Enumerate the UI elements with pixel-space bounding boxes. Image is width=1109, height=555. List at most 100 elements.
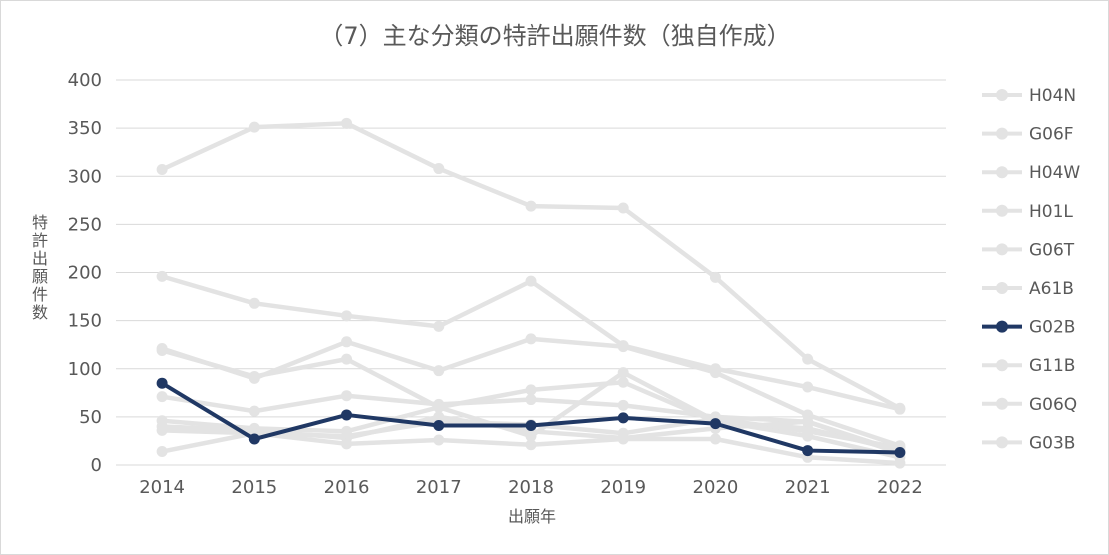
y-axis-label-char: 数	[32, 303, 48, 322]
data-point	[248, 297, 260, 309]
legend-label: G06F	[1029, 125, 1074, 145]
data-point	[617, 412, 629, 424]
legend-item: G06F	[982, 125, 1074, 145]
data-point	[894, 446, 906, 458]
data-point	[341, 438, 353, 450]
data-point	[525, 394, 537, 406]
data-point	[894, 457, 906, 469]
x-tick-label: 2022	[877, 477, 923, 498]
data-point	[802, 353, 814, 365]
data-point	[709, 433, 721, 445]
y-tick-label: 300	[68, 166, 102, 187]
legend-item: G06Q	[982, 395, 1077, 415]
legend-marker	[996, 282, 1008, 294]
y-tick-label: 100	[68, 359, 102, 380]
data-point	[802, 381, 814, 393]
legend-label: G06T	[1029, 240, 1075, 260]
x-tick-label: 2016	[324, 477, 370, 498]
legend-marker	[996, 243, 1008, 256]
data-point	[433, 163, 445, 175]
legend-item: G02B	[982, 318, 1075, 338]
x-axis-label: 出願年	[508, 507, 556, 526]
data-point	[802, 425, 814, 437]
y-axis-label-char: 件	[32, 285, 48, 304]
data-point	[617, 376, 629, 388]
y-tick-label: 200	[68, 263, 102, 284]
data-point	[341, 353, 353, 365]
data-point	[156, 424, 168, 436]
legend-item: H04W	[982, 163, 1080, 183]
data-point	[802, 416, 814, 428]
data-point	[709, 418, 721, 430]
y-axis-ticks: 0 50 100 150 200 250 300 350 400	[68, 70, 102, 476]
x-tick-label: 2019	[600, 477, 646, 498]
legend-marker	[996, 359, 1008, 372]
data-point	[709, 271, 721, 283]
legend-label: G11B	[1029, 356, 1075, 376]
y-tick-label: 250	[68, 214, 102, 235]
x-tick-label: 2020	[693, 477, 739, 498]
y-tick-label: 350	[68, 118, 102, 139]
data-point	[156, 164, 168, 176]
data-point	[617, 367, 629, 379]
legend-label: H04N	[1029, 86, 1076, 106]
data-point	[709, 367, 721, 379]
data-point	[525, 333, 537, 345]
legend-label: G06Q	[1029, 395, 1077, 415]
data-point	[617, 202, 629, 214]
legend: H04N G06F H04W H01L G06T A61B G02B G11B G06Q G03B	[982, 86, 1080, 453]
y-tick-label: 0	[91, 455, 102, 476]
data-point	[525, 200, 537, 212]
data-point	[433, 401, 445, 413]
data-point	[525, 439, 537, 451]
data-point	[341, 409, 353, 421]
data-point	[433, 434, 445, 446]
legend-marker	[996, 397, 1008, 410]
y-tick-label: 50	[79, 407, 102, 428]
data-point	[341, 117, 353, 129]
gridlines	[116, 79, 946, 466]
y-axis-label-char: 出	[32, 249, 48, 268]
data-point	[156, 446, 168, 458]
data-point	[433, 365, 445, 377]
data-point	[433, 411, 445, 423]
x-tick-label: 2017	[416, 477, 462, 498]
data-point	[341, 310, 353, 322]
legend-marker	[996, 166, 1008, 179]
legend-marker	[996, 436, 1008, 449]
legend-marker	[996, 204, 1008, 217]
series-H04N	[156, 117, 906, 414]
data-point	[341, 336, 353, 348]
data-point	[248, 433, 260, 445]
legend-label: G02B	[1029, 318, 1075, 338]
legend-item: A61B	[982, 279, 1074, 299]
y-axis-label: 特許出願件数	[32, 213, 48, 322]
legend-item: G03B	[982, 433, 1075, 453]
legend-item: G06T	[982, 240, 1075, 260]
legend-label: H04W	[1029, 163, 1080, 183]
x-tick-label: 2015	[231, 477, 277, 498]
legend-label: G03B	[1029, 433, 1075, 453]
legend-item: H04N	[982, 86, 1076, 106]
legend-marker	[996, 127, 1008, 140]
data-point	[248, 370, 260, 382]
legend-item: H01L	[982, 202, 1073, 222]
data-point	[617, 399, 629, 411]
legend-label: H01L	[1029, 202, 1073, 222]
series-G03B	[156, 424, 906, 469]
data-point	[156, 391, 168, 403]
data-point	[894, 403, 906, 415]
data-point	[433, 320, 445, 332]
x-axis-ticks: 2014 2015 2016 2017 2018 2019 2020 2021 2022	[139, 477, 923, 498]
x-tick-label: 2021	[785, 477, 831, 498]
x-tick-label: 2018	[508, 477, 554, 498]
data-point	[525, 420, 537, 432]
data-point	[156, 377, 168, 389]
data-point	[248, 405, 260, 417]
data-point	[341, 390, 353, 402]
data-point	[248, 121, 260, 133]
legend-marker	[996, 320, 1008, 333]
y-tick-label: 150	[68, 311, 102, 332]
data-point	[617, 433, 629, 445]
